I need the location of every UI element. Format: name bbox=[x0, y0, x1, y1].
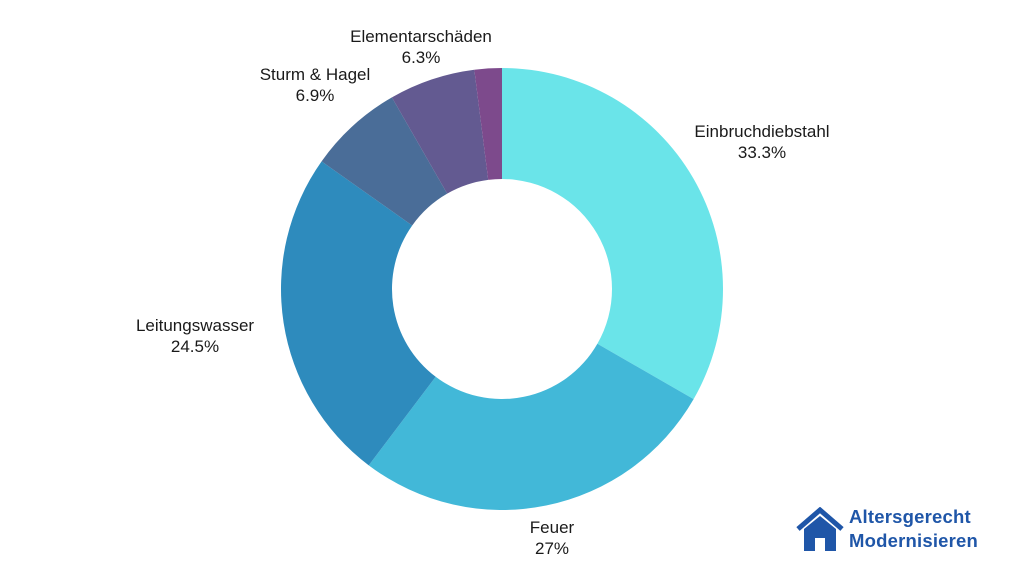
donut-slice-1 bbox=[502, 68, 723, 400]
slice-label-3: Leitungswasser 24.5% bbox=[136, 316, 254, 356]
slice-label-name: Sturm & Hagel bbox=[260, 65, 371, 84]
donut-slice-2 bbox=[368, 343, 694, 511]
slice-label-value: 6.9% bbox=[296, 86, 335, 105]
slice-label-value: 33.3% bbox=[738, 143, 786, 162]
slice-label-value: 6.3% bbox=[402, 48, 441, 67]
slice-label-4: Sturm & Hagel 6.9% bbox=[260, 65, 371, 105]
brand-logo: Altersgerecht Modernisieren bbox=[796, 505, 1011, 557]
slice-label-name: Elementarschäden bbox=[350, 27, 492, 46]
house-icon bbox=[796, 507, 844, 551]
donut-slice-4 bbox=[321, 97, 448, 226]
slice-label-5: Elementarschäden 6.3% bbox=[350, 27, 492, 67]
slice-label-name: Feuer bbox=[530, 518, 575, 537]
donut-slice-6 bbox=[474, 68, 502, 180]
donut-slice-3 bbox=[281, 161, 436, 466]
slice-label-value: 24.5% bbox=[171, 337, 219, 356]
slice-label-1: Einbruchdiebstahl 33.3% bbox=[694, 122, 829, 162]
slice-label-name: Leitungswasser bbox=[136, 316, 254, 335]
slice-label-2: Feuer 27% bbox=[530, 518, 575, 558]
logo-text-line2: Modernisieren bbox=[849, 530, 979, 551]
donut-slice-5 bbox=[391, 69, 489, 194]
slice-label-name: Einbruchdiebstahl bbox=[694, 122, 829, 141]
logo-text-line1: Altersgerecht bbox=[849, 506, 971, 527]
slice-label-value: 27% bbox=[535, 539, 569, 558]
